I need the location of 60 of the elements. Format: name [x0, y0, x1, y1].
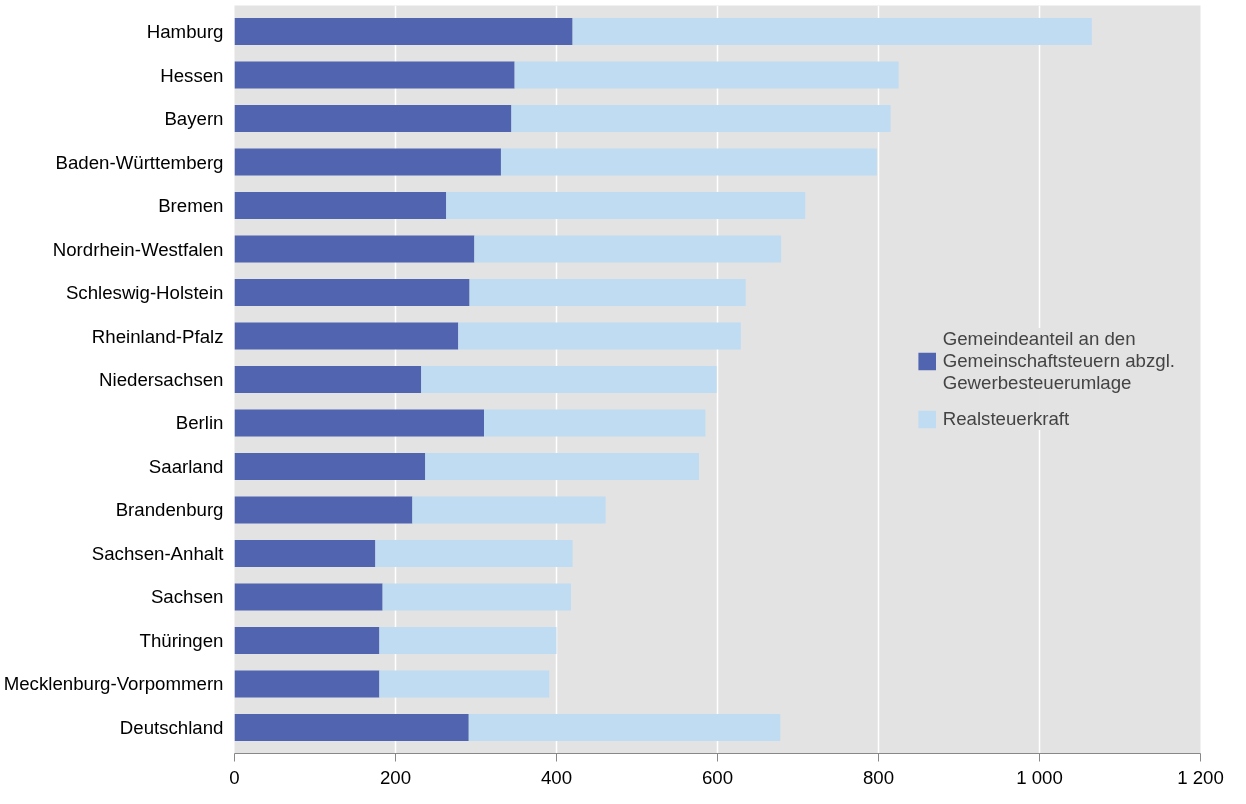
y-tick-label: Hessen: [160, 64, 224, 86]
y-tick-label: Bremen: [158, 195, 224, 217]
bar: [484, 409, 706, 437]
x-tick-label: 600: [701, 766, 734, 788]
x-tick-label: 200: [379, 766, 412, 788]
bar: [234, 18, 573, 46]
bar: [234, 105, 512, 133]
bar: [379, 626, 557, 654]
y-tick-label: Bayern: [164, 108, 224, 130]
bar: [234, 366, 422, 393]
bar: [234, 670, 380, 698]
y-tick-label: Sachsen: [150, 586, 224, 608]
bar: [234, 192, 447, 220]
bar: [425, 453, 699, 480]
bar: [474, 235, 782, 263]
bar: [234, 279, 470, 306]
legend-label: Realsteuerkraft: [942, 408, 1070, 430]
bar: [500, 148, 877, 176]
bar: [234, 539, 376, 567]
x-tick-label: 1 200: [1177, 766, 1224, 788]
bar: [234, 409, 485, 437]
bar: [572, 18, 1092, 46]
bar: [234, 61, 515, 89]
y-tick-label: Deutschland: [119, 716, 224, 738]
y-tick-label: Nordrhein-Westfalen: [52, 238, 224, 260]
y-tick-label: Brandenburg: [115, 499, 224, 521]
bar: [458, 322, 741, 350]
bar: [234, 713, 469, 741]
bar: [234, 496, 413, 524]
bar: [375, 539, 573, 567]
bar: [234, 148, 501, 176]
y-tick-label: Rheinland-Pfalz: [91, 325, 224, 347]
y-tick-label: Thüringen: [139, 629, 224, 651]
bar: [511, 105, 891, 133]
bar: [234, 583, 383, 611]
x-tick-label: 400: [540, 766, 573, 788]
x-tick-label: 800: [862, 766, 895, 788]
y-tick-label: Niedersachsen: [99, 369, 224, 390]
y-tick-label: Berlin: [175, 412, 224, 434]
x-tick-label: 1 000: [1016, 766, 1063, 788]
bar: [234, 322, 459, 350]
bar: [421, 366, 717, 393]
bar: [446, 192, 806, 220]
y-tick-label: Sachsen-Anhalt: [91, 542, 225, 564]
y-tick-label: Mecklenburg-Vorpommern: [3, 673, 224, 695]
bar: [412, 496, 606, 524]
bar: [379, 670, 550, 698]
bar: [469, 279, 746, 306]
x-tick-label: 0: [229, 766, 240, 788]
legend-label: Gemeindeanteil an den Gemeinschaftsteuern abzgl. Gewerbesteuerumlage: [942, 328, 1175, 394]
bar: [382, 583, 571, 611]
y-tick-label: Saarland: [148, 455, 224, 477]
bar: [234, 235, 475, 263]
bar: [234, 453, 426, 480]
bar: [468, 713, 781, 741]
y-tick-label: Schleswig-Holstein: [65, 282, 224, 304]
y-tick-label: Hamburg: [146, 21, 224, 43]
y-tick-label: Baden-Württemberg: [55, 151, 224, 173]
bar: [234, 626, 380, 654]
bar: [514, 61, 899, 89]
